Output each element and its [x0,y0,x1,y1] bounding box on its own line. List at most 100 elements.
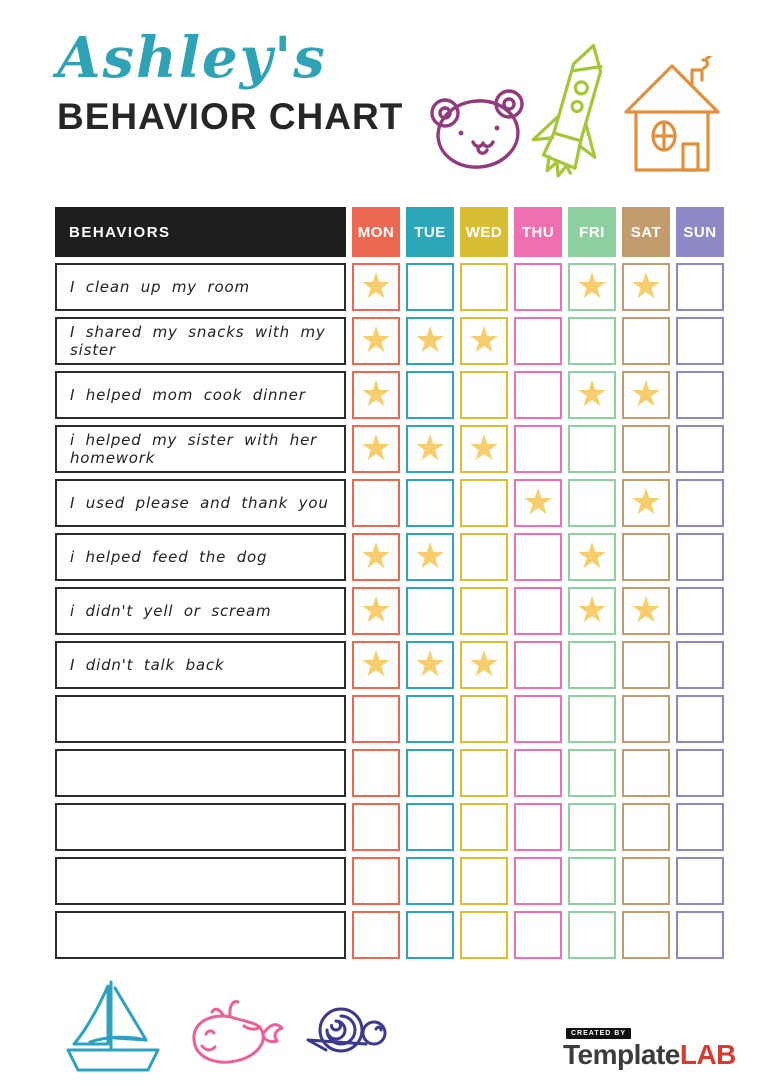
star-cell-mon-row-12[interactable] [352,857,400,905]
star-cell-tue-row-2[interactable]: ★ [406,317,454,365]
star-cell-fri-row-10[interactable] [568,749,616,797]
star-cell-thu-row-7[interactable] [514,587,562,635]
star-cell-wed-row-10[interactable] [460,749,508,797]
star-cell-wed-row-7[interactable] [460,587,508,635]
star-cell-wed-row-6[interactable] [460,533,508,581]
star-cell-tue-row-10[interactable] [406,749,454,797]
star-cell-tue-row-1[interactable] [406,263,454,311]
star-cell-sun-row-5[interactable] [676,479,724,527]
star-cell-sat-row-4[interactable] [622,425,670,473]
behavior-label-row-5: I used please and thank you [55,479,346,527]
star-cell-thu-row-6[interactable] [514,533,562,581]
star-cell-thu-row-8[interactable] [514,641,562,689]
star-cell-fri-row-5[interactable] [568,479,616,527]
star-cell-tue-row-13[interactable] [406,911,454,959]
star-cell-wed-row-1[interactable] [460,263,508,311]
star-cell-fri-row-4[interactable] [568,425,616,473]
star-cell-wed-row-11[interactable] [460,803,508,851]
star-cell-wed-row-13[interactable] [460,911,508,959]
star-cell-fri-row-12[interactable] [568,857,616,905]
star-cell-wed-row-5[interactable] [460,479,508,527]
star-cell-tue-row-4[interactable]: ★ [406,425,454,473]
star-cell-sat-row-1[interactable]: ★ [622,263,670,311]
star-cell-tue-row-5[interactable] [406,479,454,527]
star-cell-tue-row-12[interactable] [406,857,454,905]
star-cell-fri-row-2[interactable] [568,317,616,365]
star-cell-mon-row-10[interactable] [352,749,400,797]
star-cell-sat-row-9[interactable] [622,695,670,743]
star-cell-sat-row-11[interactable] [622,803,670,851]
star-cell-sun-row-11[interactable] [676,803,724,851]
star-cell-mon-row-13[interactable] [352,911,400,959]
star-cell-thu-row-2[interactable] [514,317,562,365]
star-cell-mon-row-2[interactable]: ★ [352,317,400,365]
star-cell-mon-row-3[interactable]: ★ [352,371,400,419]
star-cell-sun-row-9[interactable] [676,695,724,743]
star-cell-mon-row-11[interactable] [352,803,400,851]
star-cell-fri-row-1[interactable]: ★ [568,263,616,311]
star-cell-fri-row-11[interactable] [568,803,616,851]
star-cell-sun-row-1[interactable] [676,263,724,311]
star-icon: ★ [359,265,393,306]
star-cell-thu-row-9[interactable] [514,695,562,743]
star-cell-thu-row-13[interactable] [514,911,562,959]
star-cell-mon-row-4[interactable]: ★ [352,425,400,473]
star-cell-sun-row-8[interactable] [676,641,724,689]
star-cell-sat-row-13[interactable] [622,911,670,959]
star-cell-sun-row-4[interactable] [676,425,724,473]
page-title: BEHAVIOR CHART [57,96,404,137]
star-cell-wed-row-9[interactable] [460,695,508,743]
star-cell-thu-row-5[interactable]: ★ [514,479,562,527]
star-cell-sat-row-7[interactable]: ★ [622,587,670,635]
star-cell-mon-row-5[interactable] [352,479,400,527]
star-cell-fri-row-3[interactable]: ★ [568,371,616,419]
star-cell-wed-row-2[interactable]: ★ [460,317,508,365]
star-cell-fri-row-8[interactable] [568,641,616,689]
star-cell-tue-row-3[interactable] [406,371,454,419]
star-cell-mon-row-9[interactable] [352,695,400,743]
star-cell-mon-row-6[interactable]: ★ [352,533,400,581]
star-cell-fri-row-7[interactable]: ★ [568,587,616,635]
behavior-chart-grid: BEHAVIORS MON TUE WED THU FRI SAT SUN I clean u… [55,207,724,959]
day-header-sat: SAT [622,207,670,257]
star-cell-tue-row-11[interactable] [406,803,454,851]
star-cell-wed-row-3[interactable] [460,371,508,419]
star-cell-fri-row-6[interactable]: ★ [568,533,616,581]
star-cell-sun-row-10[interactable] [676,749,724,797]
star-cell-sat-row-12[interactable] [622,857,670,905]
star-cell-thu-row-3[interactable] [514,371,562,419]
star-cell-tue-row-9[interactable] [406,695,454,743]
star-cell-sun-row-12[interactable] [676,857,724,905]
star-cell-thu-row-10[interactable] [514,749,562,797]
star-cell-tue-row-8[interactable]: ★ [406,641,454,689]
star-cell-wed-row-12[interactable] [460,857,508,905]
star-cell-sun-row-7[interactable] [676,587,724,635]
star-cell-sat-row-10[interactable] [622,749,670,797]
star-cell-thu-row-4[interactable] [514,425,562,473]
star-cell-sun-row-2[interactable] [676,317,724,365]
star-cell-sat-row-8[interactable] [622,641,670,689]
snail-icon [300,1002,392,1062]
star-cell-sun-row-6[interactable] [676,533,724,581]
star-cell-tue-row-6[interactable]: ★ [406,533,454,581]
bear-icon [426,86,530,170]
star-cell-wed-row-8[interactable]: ★ [460,641,508,689]
star-cell-sat-row-5[interactable]: ★ [622,479,670,527]
star-cell-fri-row-13[interactable] [568,911,616,959]
star-cell-mon-row-7[interactable]: ★ [352,587,400,635]
star-cell-sat-row-3[interactable]: ★ [622,371,670,419]
star-cell-wed-row-4[interactable]: ★ [460,425,508,473]
star-cell-tue-row-7[interactable] [406,587,454,635]
star-cell-sat-row-6[interactable] [622,533,670,581]
star-cell-sun-row-13[interactable] [676,911,724,959]
star-cell-thu-row-11[interactable] [514,803,562,851]
star-cell-sat-row-2[interactable] [622,317,670,365]
star-cell-mon-row-1[interactable]: ★ [352,263,400,311]
behavior-label-row-9 [55,695,346,743]
star-cell-sun-row-3[interactable] [676,371,724,419]
star-cell-mon-row-8[interactable]: ★ [352,641,400,689]
star-cell-thu-row-1[interactable] [514,263,562,311]
star-cell-fri-row-9[interactable] [568,695,616,743]
star-cell-thu-row-12[interactable] [514,857,562,905]
